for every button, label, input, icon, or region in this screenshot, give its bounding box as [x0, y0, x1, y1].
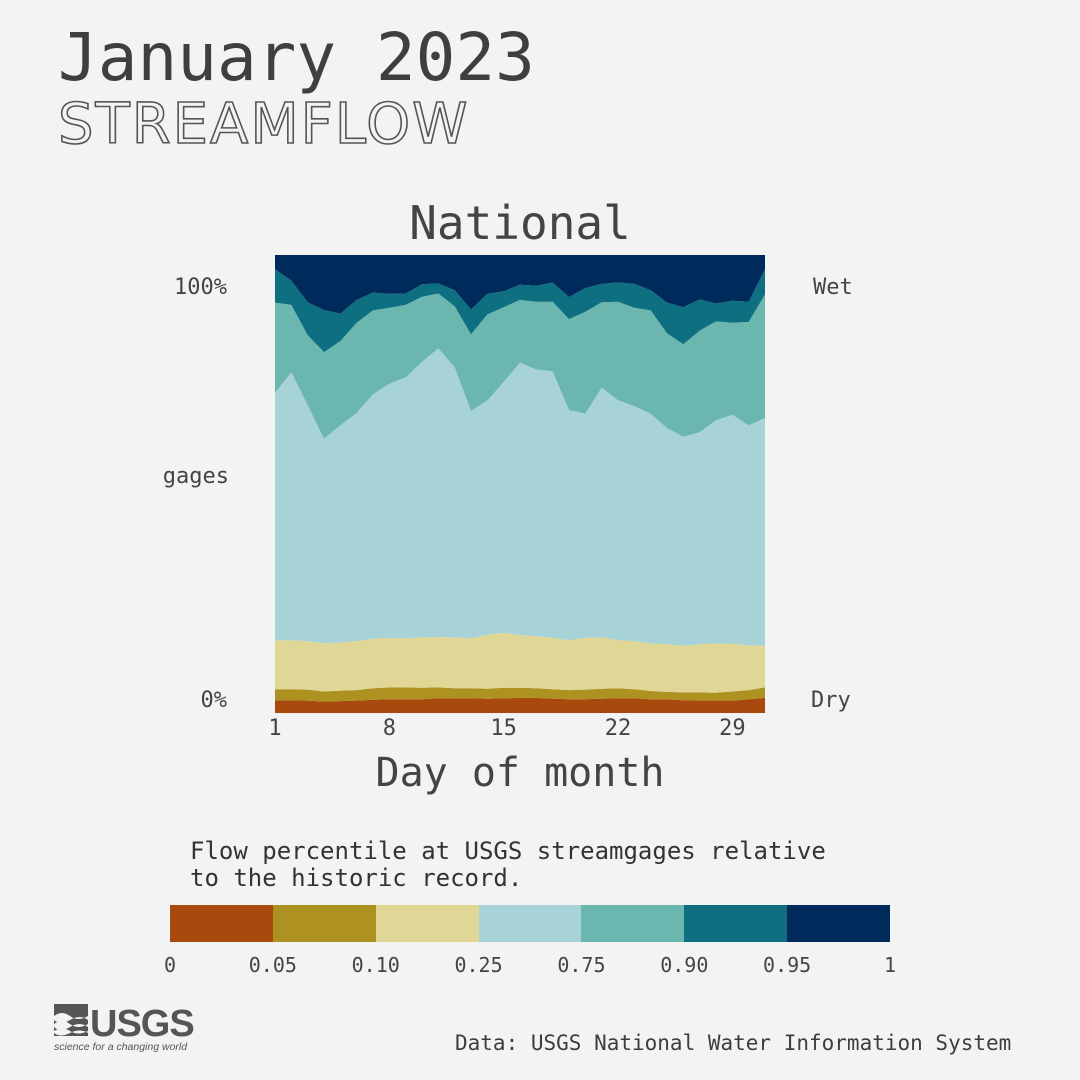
- svg-text:science for a changing world: science for a changing world: [54, 1041, 188, 1053]
- legend-tick-label: 0.90: [660, 953, 709, 977]
- area-band-0.10-0.25: [275, 632, 765, 693]
- stacked-area-plot: [275, 255, 765, 713]
- legend-tick-label: 0.10: [351, 953, 400, 977]
- legend-swatch: [684, 905, 788, 942]
- page-subtitle: STREAMFLOW: [57, 91, 470, 158]
- legend-tick-label: 0: [163, 953, 177, 977]
- x-axis: 1 8 15 22 29: [0, 712, 1080, 752]
- x-tick-label: 22: [604, 716, 632, 741]
- area-band-0.05-0.10: [275, 687, 765, 702]
- legend-swatch: [787, 905, 891, 942]
- legend-tick-label: 0.95: [763, 953, 812, 977]
- x-tick-label: 15: [490, 716, 517, 741]
- x-tick-label: 1: [268, 716, 282, 741]
- area-band-0.90-0.95: [275, 269, 765, 353]
- area-band-0.25-0.75: [275, 348, 765, 646]
- x-tick-label: 29: [719, 716, 746, 741]
- area-band-0.95-1: [275, 255, 765, 314]
- area-band-0.75-0.90: [275, 293, 765, 439]
- page-title: January 2023: [58, 19, 535, 96]
- usgs-logo: USGS science for a changing world: [54, 1003, 195, 1053]
- x-tick-label: 8: [382, 716, 396, 741]
- legend-swatch: [581, 905, 685, 942]
- legend-tick-label: 1: [883, 953, 897, 977]
- x-axis-label: Day of month: [375, 750, 665, 796]
- legend-swatch: [478, 905, 582, 942]
- legend-tick-label: 0.75: [557, 953, 606, 977]
- legend-swatch: [170, 905, 273, 942]
- y-tick-label-top: 100%: [174, 275, 227, 300]
- legend-swatch: [272, 905, 376, 942]
- legend-swatch: [375, 905, 479, 942]
- area-band-0-0.05: [275, 697, 765, 713]
- chart-description: Flow percentile at USGS streamgages rela…: [190, 837, 826, 892]
- y-axis-label: gages: [162, 464, 229, 489]
- dry-label: Dry: [811, 688, 851, 713]
- wet-label: Wet: [813, 275, 853, 300]
- color-legend: [170, 905, 891, 942]
- y-tick-label-bottom: 0%: [200, 688, 228, 713]
- legend-tick-label: 0.05: [248, 953, 297, 977]
- legend-tick-label: 0.25: [454, 953, 503, 977]
- chart-title: National: [409, 196, 631, 250]
- svg-text:USGS: USGS: [90, 1003, 194, 1045]
- data-source: Data: USGS National Water Information Sy…: [455, 1031, 1012, 1055]
